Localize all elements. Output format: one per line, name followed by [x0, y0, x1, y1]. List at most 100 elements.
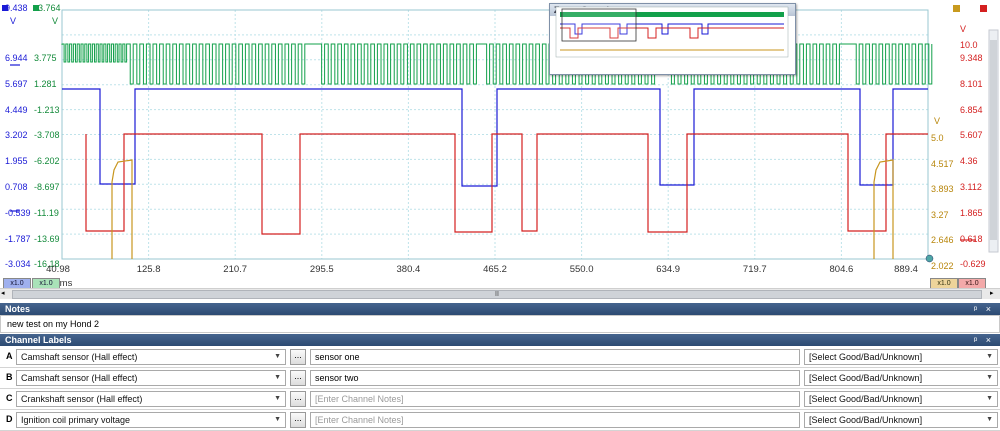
- channel-label-row: B Camshaft sensor (Hall effect) ▼ ... se…: [0, 368, 1000, 389]
- channel-b-tick: -3.708: [34, 130, 60, 141]
- channel-b-color-icon: [33, 5, 39, 11]
- channel-d-tick: 4.517: [931, 158, 954, 169]
- zoom-overview-window[interactable]: Zoom Overview _ ×: [549, 3, 796, 75]
- horizontal-scrollbar[interactable]: ◂ II ▸: [0, 288, 1000, 299]
- channel-c-tick: 10.0: [960, 40, 978, 50]
- zoom-thumb-blue: [560, 23, 784, 35]
- channel-options-button[interactable]: ...: [290, 370, 306, 386]
- channel-options-button[interactable]: ...: [290, 412, 306, 428]
- scroll-left-icon[interactable]: ◂: [1, 290, 5, 297]
- channel-b-tick: -1.213: [34, 104, 60, 115]
- channel-letter: C: [6, 393, 13, 403]
- channel-notes-input[interactable]: sensor two: [310, 370, 800, 386]
- chevron-down-icon[interactable]: ▼: [274, 374, 281, 381]
- waveform-plot[interactable]: [0, 0, 1000, 299]
- channel-c-tick: 8.101: [960, 78, 983, 89]
- zoom-thumb-green: [560, 12, 784, 17]
- channel-status-select[interactable]: [Select Good/Bad/Unknown] ▼: [804, 349, 998, 365]
- zoom-view-rect: [561, 8, 637, 42]
- channel-a-tick: -3.034: [5, 259, 31, 270]
- channel-d-tick: 2.646: [931, 235, 954, 245]
- channel-notes-input[interactable]: [Enter Channel Notes]: [310, 391, 800, 407]
- chevron-down-icon[interactable]: ▼: [986, 395, 993, 402]
- notes-title: Notes: [5, 304, 31, 314]
- channel-d-trace: [111, 159, 133, 259]
- channel-d-tick: 2.022: [931, 260, 954, 271]
- channel-b-tick: -8.697: [34, 182, 60, 192]
- channel-type-value: Crankshaft sensor (Hall effect): [21, 394, 143, 404]
- channel-label-row: A Camshaft sensor (Hall effect) ▼ ... se…: [0, 347, 1000, 368]
- time-tick: 125.8: [136, 264, 161, 275]
- time-tick: 804.6: [829, 264, 854, 275]
- channel-status-select[interactable]: [Select Good/Bad/Unknown] ▼: [804, 370, 998, 386]
- scroll-right-icon[interactable]: ▸: [990, 290, 994, 297]
- channel-status-value: [Select Good/Bad/Unknown]: [809, 394, 923, 404]
- channel-d-tick: 3.893: [931, 184, 954, 194]
- channel-c-tick: 3.112: [960, 182, 982, 192]
- channel-a-tick: 1.955: [5, 156, 28, 167]
- channel-b-max-label: 3.764: [38, 3, 61, 13]
- notes-textarea[interactable]: new test on my Hond 2: [0, 315, 1000, 333]
- channel-c-tick: 0.618: [960, 233, 983, 244]
- notes-panel-controls[interactable]: ᵖ ×: [973, 304, 994, 314]
- channel-options-button[interactable]: ...: [290, 349, 306, 365]
- time-tick: 380.4: [396, 264, 421, 275]
- chevron-down-icon[interactable]: ▼: [986, 353, 993, 360]
- channel-labels-panel-controls[interactable]: ᵖ ×: [973, 335, 994, 345]
- channel-d-trace: [873, 159, 894, 259]
- channel-a-tick: 3.202: [5, 130, 28, 141]
- channel-notes-input[interactable]: sensor one: [310, 349, 800, 365]
- channel-b-tick: -11.19: [34, 207, 59, 218]
- channel-a-tick: 5.697: [5, 78, 28, 89]
- channel-status-value: [Select Good/Bad/Unknown]: [809, 373, 923, 383]
- oscilloscope-view[interactable]: 9.438 3.764 V V 6.944 3.775 5.697 1.281 4.44…: [0, 0, 1000, 299]
- zoom-overview-thumbnail[interactable]: [550, 4, 795, 62]
- channel-status-value: [Select Good/Bad/Unknown]: [809, 415, 923, 425]
- channel-labels-table: A Camshaft sensor (Hall effect) ▼ ... se…: [0, 347, 1000, 431]
- channel-labels-header: Channel Labels ᵖ ×: [0, 334, 1000, 346]
- notes-header: Notes ᵖ ×: [0, 303, 1000, 315]
- channel-type-select[interactable]: Camshaft sensor (Hall effect) ▼: [16, 349, 286, 365]
- channel-status-select[interactable]: [Select Good/Bad/Unknown] ▼: [804, 412, 998, 428]
- chevron-down-icon[interactable]: ▼: [986, 374, 993, 381]
- chevron-down-icon[interactable]: ▼: [274, 395, 281, 402]
- time-tick: 719.7: [742, 264, 767, 275]
- channel-a-tick: -0.539: [5, 207, 31, 218]
- channel-c-tick: 9.348: [960, 53, 983, 63]
- channel-c-color-icon: [980, 5, 987, 12]
- channel-d-tick: 3.27: [931, 209, 949, 220]
- channel-label-row: D Ignition coil primary voltage ▼ ... [E…: [0, 410, 1000, 431]
- scroll-thumb[interactable]: II: [12, 290, 982, 299]
- time-unit: ms: [59, 278, 73, 289]
- channel-c-tick: 1.865: [960, 207, 983, 218]
- channel-a-tick: 0.708: [5, 182, 28, 192]
- channel-type-value: Ignition coil primary voltage: [21, 415, 131, 425]
- notes-text: new test on my Hond 2: [7, 319, 100, 329]
- channel-b-trace: [61, 43, 933, 85]
- chevron-down-icon[interactable]: ▼: [986, 416, 993, 423]
- channel-a-color-icon: [2, 5, 8, 11]
- channel-b-tick: -16.18: [34, 259, 60, 270]
- time-tick: 295.5: [309, 264, 334, 275]
- chevron-down-icon[interactable]: ▼: [274, 416, 281, 423]
- zoom-thumb-red: [560, 27, 784, 39]
- channel-a-tick: 6.944: [5, 53, 28, 63]
- channel-labels-title: Channel Labels: [5, 335, 72, 345]
- channel-options-button[interactable]: ...: [290, 391, 306, 407]
- channel-notes-input[interactable]: [Enter Channel Notes]: [310, 412, 800, 428]
- chevron-down-icon[interactable]: ▼: [274, 353, 281, 360]
- channel-d-tick: 5.0: [931, 133, 944, 143]
- channel-a-trace: [62, 88, 928, 187]
- time-tick: 40.98: [46, 264, 70, 275]
- channel-notes-placeholder: [Enter Channel Notes]: [315, 415, 404, 425]
- time-tick: 210.7: [223, 264, 248, 275]
- channel-status-select[interactable]: [Select Good/Bad/Unknown] ▼: [804, 391, 998, 407]
- channel-type-select[interactable]: Ignition coil primary voltage ▼: [16, 412, 286, 428]
- channel-b-tick: 3.775: [34, 53, 57, 63]
- channel-type-select[interactable]: Crankshaft sensor (Hall effect) ▼: [16, 391, 286, 407]
- channel-letter: D: [6, 414, 13, 424]
- trigger-marker-icon: [925, 254, 934, 263]
- channel-type-select[interactable]: Camshaft sensor (Hall effect) ▼: [16, 370, 286, 386]
- channel-c-trace: [85, 133, 928, 235]
- channel-letter: A: [6, 351, 13, 361]
